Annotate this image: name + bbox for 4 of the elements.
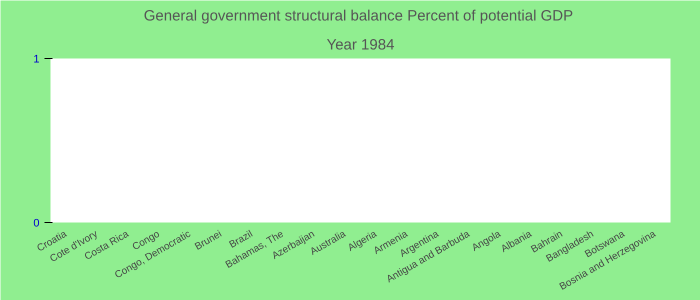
chart-subtitle: Year 1984	[326, 36, 394, 54]
y-tick-label: 1	[33, 54, 40, 66]
chart-title: General government structural balance Percent of potential GDP	[144, 8, 574, 24]
y-tick-label: 0	[33, 218, 40, 230]
